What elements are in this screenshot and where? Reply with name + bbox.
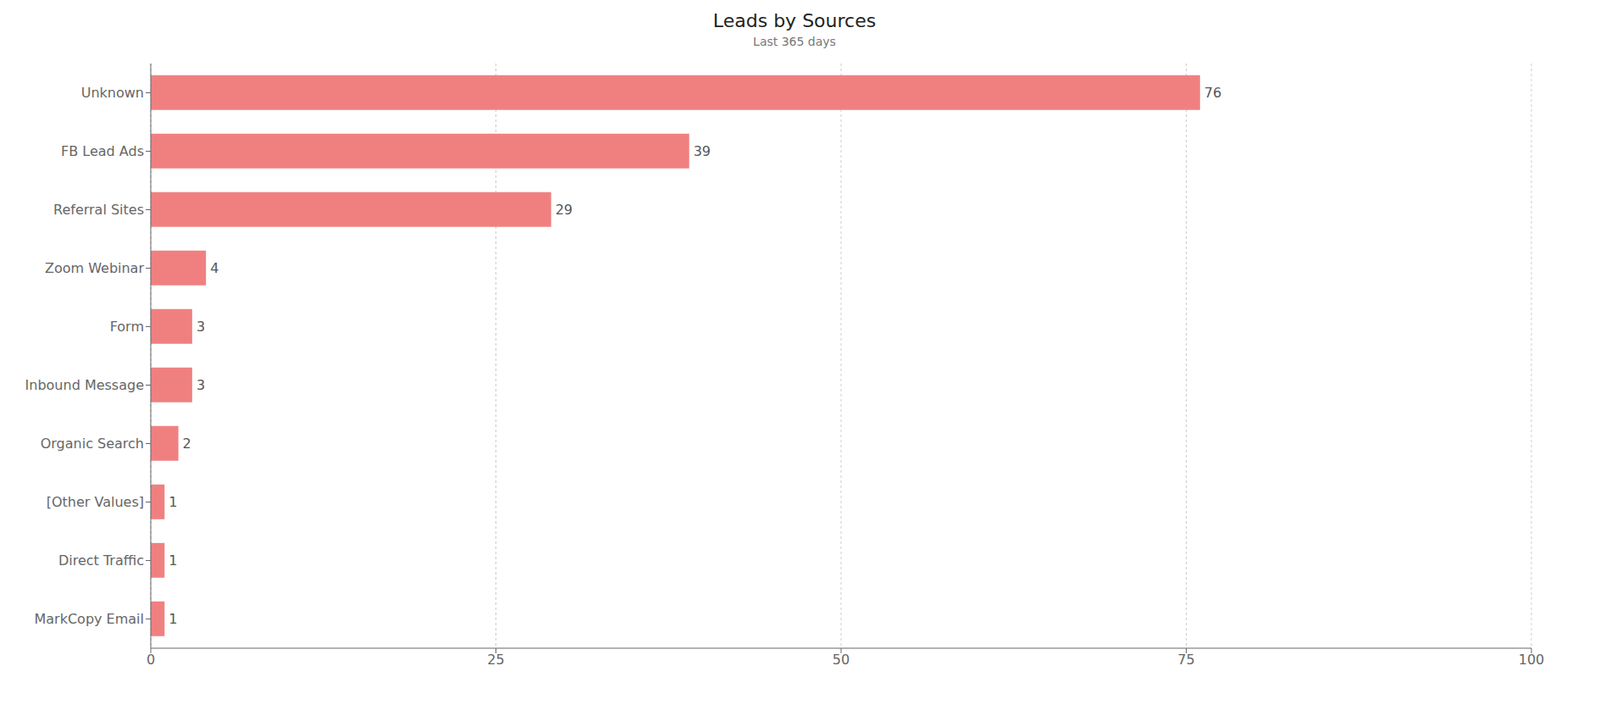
svg-text:Inbound Message: Inbound Message: [25, 376, 144, 394]
svg-text:Form: Form: [110, 318, 144, 335]
html-text:Leads by Sources: Leads by Sources: [713, 10, 876, 32]
svg-text:FB Lead Ads: FB Lead Ads: [60, 143, 144, 160]
svg-text:Zoom Webinar: Zoom Webinar: [44, 260, 144, 277]
svg-text:MarkCopy Email: MarkCopy Email: [33, 610, 144, 627]
svg-text:1: 1: [168, 610, 178, 627]
svg-text:Direct Traffic: Direct Traffic: [58, 552, 144, 569]
svg-text:3: 3: [196, 376, 205, 394]
svg-text:25: 25: [487, 651, 504, 668]
svg-text:3: 3: [196, 318, 205, 335]
svg-text:75: 75: [1177, 651, 1195, 668]
svg-text:39: 39: [693, 143, 711, 160]
svg-text:29: 29: [555, 201, 573, 218]
svg-text:Unknown: Unknown: [81, 84, 144, 101]
svg-text:50: 50: [832, 651, 850, 668]
html-text:Last 365 days: Last 365 days: [753, 34, 836, 49]
svg-text:100: 100: [1518, 651, 1545, 668]
svg-text:1: 1: [168, 552, 178, 569]
svg-text:Organic Search: Organic Search: [40, 435, 144, 452]
svg-text:76: 76: [1204, 84, 1222, 101]
svg-text:4: 4: [210, 260, 219, 277]
svg-text:0: 0: [146, 651, 156, 668]
svg-text:2: 2: [182, 435, 192, 452]
svg-text:[Other Values]: [Other Values]: [46, 493, 144, 510]
svg-text:Referral Sites: Referral Sites: [53, 201, 144, 218]
svg-text:1: 1: [168, 493, 178, 510]
